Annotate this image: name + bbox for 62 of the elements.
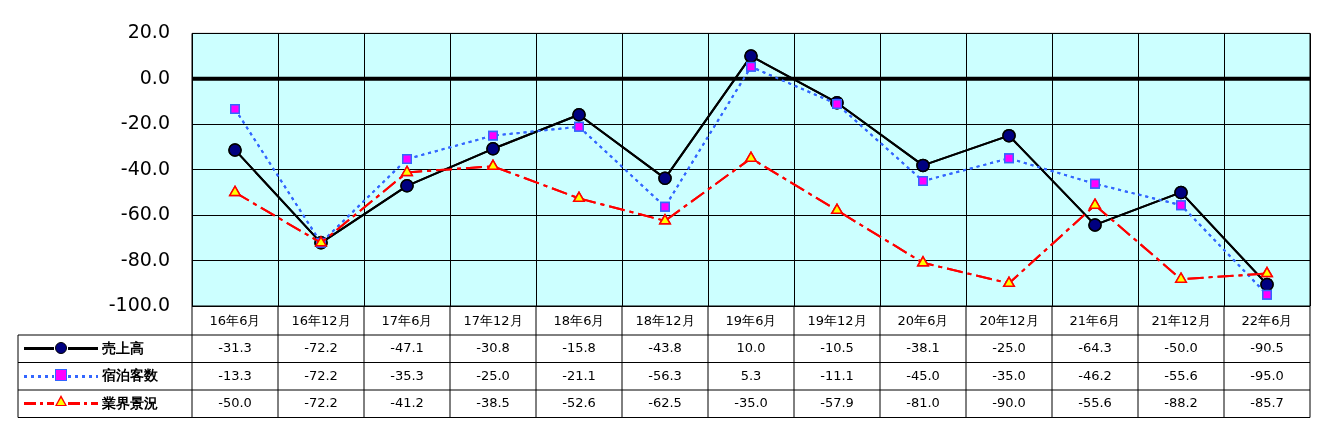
data-label: -52.6 xyxy=(562,395,596,411)
data-label: -31.3 xyxy=(218,340,252,356)
data-label: -88.2 xyxy=(1164,395,1198,411)
data-label: -15.8 xyxy=(562,340,596,356)
data-label: -72.2 xyxy=(304,340,338,356)
data-label: -45.0 xyxy=(906,367,940,383)
y-tick-label: -20.0 xyxy=(120,111,170,134)
x-tick-label: 21年12月 xyxy=(1151,313,1211,329)
data-label: -30.8 xyxy=(476,340,510,356)
y-tick-label: -40.0 xyxy=(120,156,170,179)
data-label: -46.2 xyxy=(1078,367,1112,383)
x-tick-label: 16年6月 xyxy=(209,313,261,329)
x-tick-label: 19年6月 xyxy=(725,313,777,329)
data-label: -25.0 xyxy=(476,367,510,383)
x-tick-label: 22年6月 xyxy=(1241,313,1293,329)
data-label: -50.0 xyxy=(1164,340,1198,356)
y-tick-label: 20.0 xyxy=(127,20,170,43)
data-label: -62.5 xyxy=(648,395,682,411)
data-label: -38.5 xyxy=(476,395,510,411)
data-label: -56.3 xyxy=(648,367,682,383)
legend-label: 業界景況 xyxy=(102,394,158,413)
x-tick-label: 17年12月 xyxy=(463,313,523,329)
data-label: -95.0 xyxy=(1250,367,1284,383)
x-tick-label: 19年12月 xyxy=(807,313,867,329)
data-label: -81.0 xyxy=(906,395,940,411)
data-label: -35.0 xyxy=(992,367,1026,383)
x-tick-label: 18年12月 xyxy=(635,313,695,329)
data-label: -47.1 xyxy=(390,340,424,356)
data-label: -13.3 xyxy=(218,367,252,383)
data-label: 10.0 xyxy=(736,340,766,356)
data-label: -85.7 xyxy=(1250,395,1284,411)
data-label: -55.6 xyxy=(1164,367,1198,383)
data-label: 5.3 xyxy=(740,367,762,383)
x-tick-label: 20年12月 xyxy=(979,313,1039,329)
data-label: -35.3 xyxy=(390,367,424,383)
y-tick-label: -100.0 xyxy=(108,292,170,315)
data-label: -21.1 xyxy=(562,367,596,383)
data-label: -43.8 xyxy=(648,340,682,356)
data-label: -72.2 xyxy=(304,367,338,383)
data-label: -72.2 xyxy=(304,395,338,411)
data-label: -25.0 xyxy=(992,340,1026,356)
data-label: -57.9 xyxy=(820,395,854,411)
data-label: -64.3 xyxy=(1078,340,1112,356)
data-label: -11.1 xyxy=(820,367,854,383)
data-label: -38.1 xyxy=(906,340,940,356)
y-tick-label: 0.0 xyxy=(139,65,170,88)
data-label: -41.2 xyxy=(390,395,424,411)
legend-label: 売上高 xyxy=(102,339,144,358)
data-label: -10.5 xyxy=(820,340,854,356)
data-label: -90.5 xyxy=(1250,340,1284,356)
data-label: -55.6 xyxy=(1078,395,1112,411)
y-tick-label: -80.0 xyxy=(120,247,170,270)
data-label: -35.0 xyxy=(734,395,768,411)
x-tick-label: 16年12月 xyxy=(291,313,351,329)
data-label: -50.0 xyxy=(218,395,252,411)
legend-label: 宿泊客数 xyxy=(102,367,158,386)
x-tick-label: 17年6月 xyxy=(381,313,433,329)
data-label: -90.0 xyxy=(992,395,1026,411)
y-tick-label: -60.0 xyxy=(120,202,170,225)
x-tick-label: 18年6月 xyxy=(553,313,605,329)
x-tick-label: 21年6月 xyxy=(1069,313,1121,329)
x-tick-label: 20年6月 xyxy=(897,313,949,329)
